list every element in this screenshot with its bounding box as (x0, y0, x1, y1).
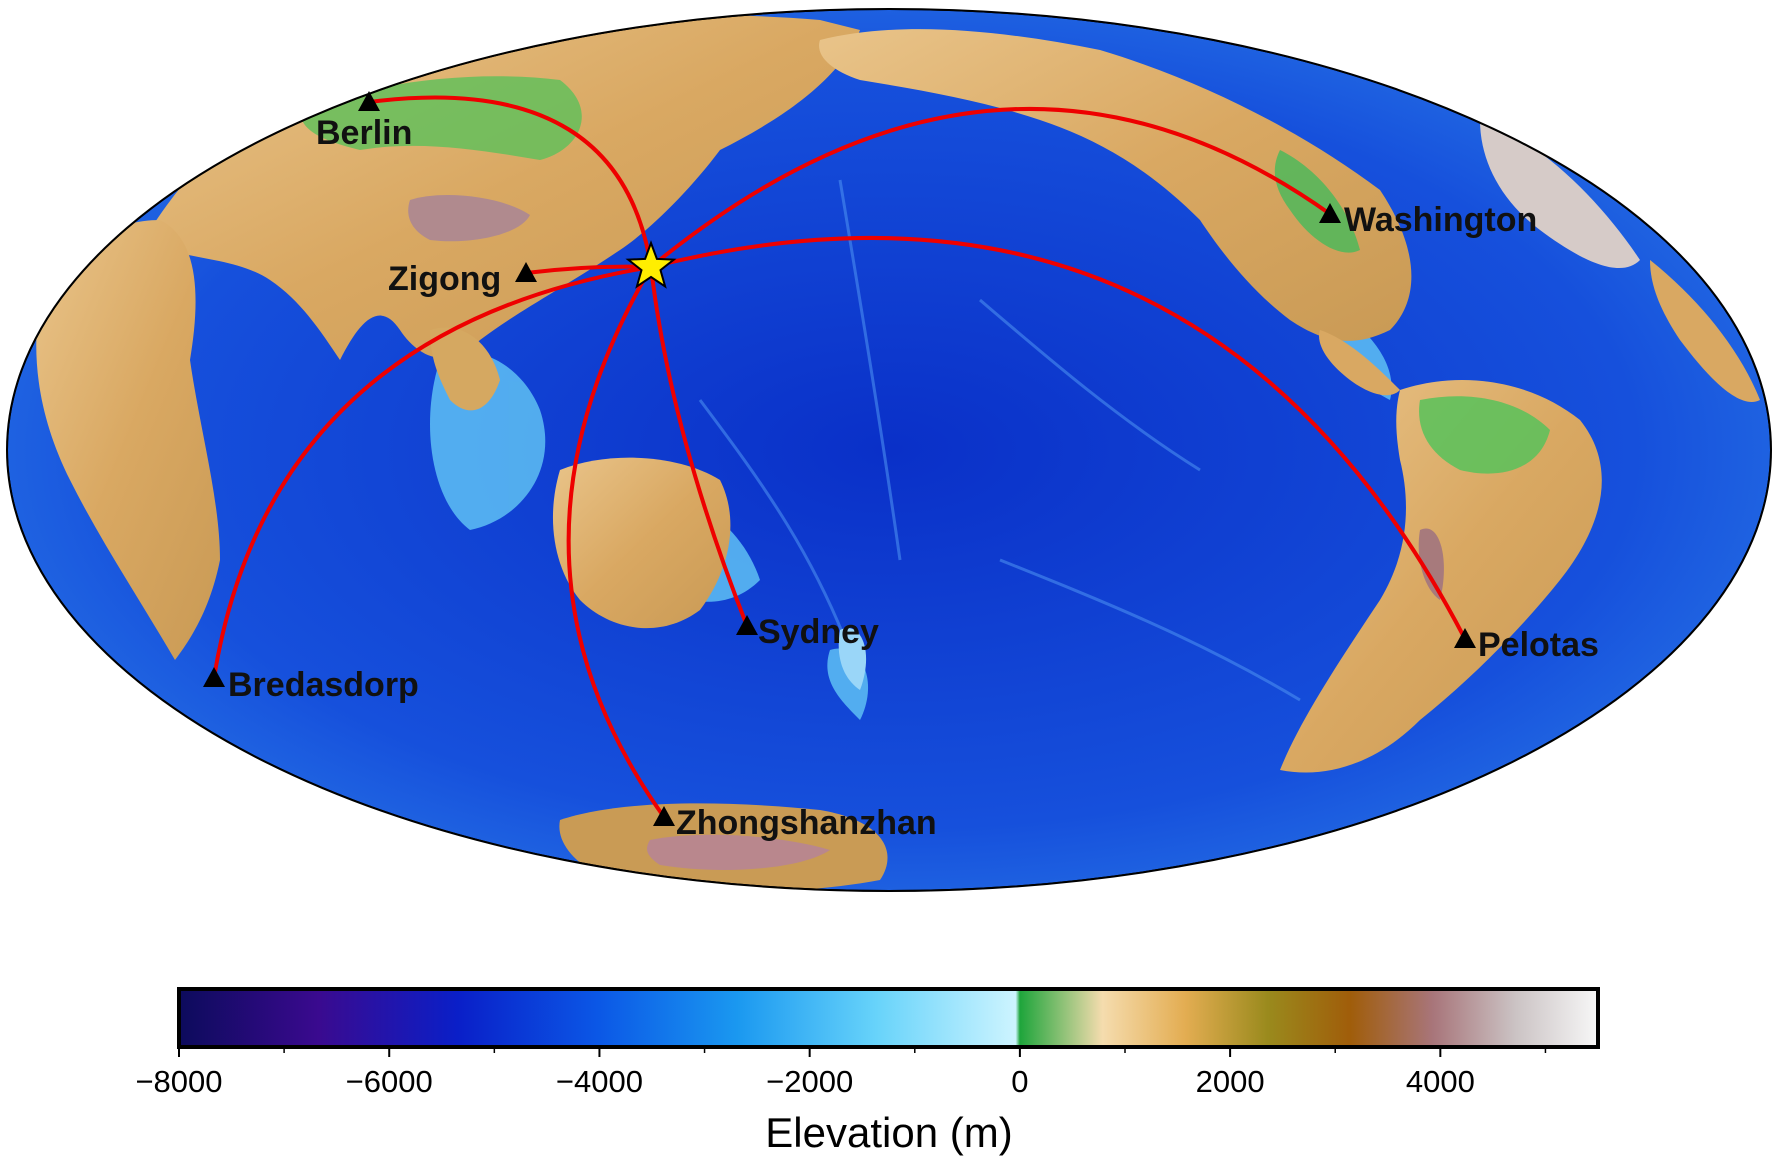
station-label-zigong: Zigong (388, 260, 501, 298)
greenland (1480, 120, 1640, 269)
station-washington-triangle-icon (1319, 203, 1341, 223)
colorbar-tick-label: 2000 (1196, 1064, 1265, 1099)
ray-path-pelotas (650, 235, 1467, 640)
station-sydney-triangle-icon (736, 615, 758, 635)
stations: Berlin Zigong Washington Pelotas Sydney Breda… (203, 91, 1599, 842)
amazon-green (1419, 396, 1550, 474)
north-america-east-green (1274, 150, 1360, 253)
colorbar-title: Elevation (m) (765, 1109, 1012, 1156)
ray-path-bredasdorp (212, 265, 652, 679)
tibet-plateau (408, 195, 530, 242)
colorbar-tick-label: −2000 (766, 1064, 853, 1099)
colorbar-tick-label: 0 (1011, 1064, 1028, 1099)
colorbar-tick-label: −6000 (346, 1064, 433, 1099)
antarctica-ice (647, 834, 830, 870)
station-zhongshanzhan-triangle-icon (653, 806, 675, 826)
ray-path-berlin (368, 95, 653, 268)
station-pelotas-triangle-icon (1454, 628, 1476, 648)
station-zigong-triangle-icon (515, 262, 537, 282)
new-zealand (838, 628, 867, 690)
station-berlin-triangle-icon (358, 91, 380, 111)
ray-path-washington (649, 106, 1332, 269)
colorbar-tick-label: 4000 (1406, 1064, 1475, 1099)
central-america (1319, 330, 1400, 396)
globe-outline (6, 8, 1772, 892)
station-bredasdorp-triangle-icon (203, 667, 225, 687)
colorbar: −8000 −6000 −4000 −2000 0 2000 4000 Elevation … (135, 987, 1600, 1156)
ray-paths (212, 95, 1467, 819)
station-label-bredasdorp: Bredasdorp (228, 666, 419, 704)
ray-path-sydney (649, 266, 749, 627)
station-label-sydney: Sydney (758, 613, 879, 651)
andes (1418, 528, 1444, 600)
europe-right-edge (1650, 260, 1760, 402)
ray-path-zhongshanzhan (566, 265, 666, 819)
africa (36, 220, 220, 660)
globe (7, 9, 1771, 891)
station-label-washington: Washington (1344, 201, 1537, 239)
station-label-berlin: Berlin (316, 114, 412, 152)
colorbar-tick-label: −4000 (556, 1064, 643, 1099)
southeast-asia (430, 327, 500, 411)
colorbar-bar (177, 987, 1600, 1049)
station-label-pelotas: Pelotas (1478, 626, 1599, 664)
north-america (819, 29, 1412, 341)
epicenter-star-icon (625, 240, 677, 289)
station-label-zhongshanzhan: Zhongshanzhan (676, 804, 937, 842)
colorbar-ticks: −8000 −6000 −4000 −2000 0 2000 4000 (135, 1047, 1547, 1099)
australia (552, 457, 731, 629)
colorbar-tick-label: −8000 (135, 1064, 222, 1099)
